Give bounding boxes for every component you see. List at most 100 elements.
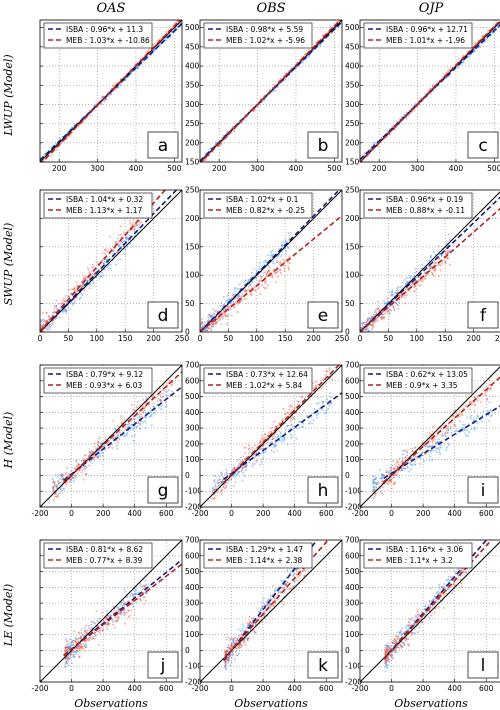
data-point-isba: [218, 475, 221, 478]
x-tick-label: 400: [129, 164, 144, 173]
data-point-isba: [295, 437, 298, 440]
data-point-meb: [80, 643, 83, 646]
data-point-meb: [127, 616, 130, 619]
data-point-meb: [206, 329, 209, 332]
data-point-meb: [204, 329, 207, 332]
data-point-meb: [248, 444, 250, 447]
data-point-isba: [291, 435, 294, 438]
data-point-meb: [441, 262, 443, 265]
data-point-meb: [43, 158, 46, 161]
data-point-isba: [241, 479, 244, 482]
axes-frame: [39, 19, 183, 163]
legend-box: [43, 192, 153, 219]
data-point-meb: [274, 272, 277, 274]
y-tick-label: 350: [185, 81, 200, 90]
y-tick-label: 150: [185, 158, 200, 167]
data-point-meb: [283, 260, 286, 263]
meb-fit-line: [200, 215, 342, 332]
data-point-meb: [443, 434, 446, 437]
data-point-meb: [102, 455, 105, 457]
data-point-isba: [126, 433, 128, 436]
data-point-meb: [388, 312, 391, 314]
data-point-isba: [474, 427, 477, 430]
data-point-isba: [115, 439, 118, 442]
data-point-isba: [262, 456, 265, 459]
data-point-isba: [476, 414, 479, 417]
data-point-meb: [396, 466, 399, 468]
data-point-isba: [478, 43, 481, 46]
data-point-meb: [434, 442, 437, 445]
panel-letter-frame: [147, 131, 179, 159]
data-point-meb: [81, 466, 84, 469]
x-tick-label: 0: [38, 334, 43, 343]
data-point-isba: [227, 314, 230, 317]
data-point-isba: [123, 588, 126, 591]
data-point-isba: [319, 43, 322, 46]
data-point-isba: [124, 434, 127, 437]
data-point-isba: [470, 414, 473, 417]
data-point-meb: [361, 322, 363, 325]
data-point-meb: [243, 291, 246, 293]
isba-fit-line: [200, 190, 341, 332]
data-point-meb: [271, 275, 274, 277]
data-point-isba: [284, 428, 287, 431]
data-point-meb: [244, 465, 247, 468]
data-point-meb: [373, 489, 376, 491]
data-point-isba: [428, 459, 431, 461]
data-point-isba: [440, 254, 443, 257]
data-point-meb: [100, 443, 103, 446]
data-point-meb: [55, 304, 58, 307]
data-point-isba: [460, 63, 462, 66]
data-point-meb: [83, 454, 86, 456]
x-tick-label: 150: [438, 334, 453, 343]
data-point-meb: [63, 299, 66, 302]
data-point-isba: [317, 412, 320, 414]
data-point-meb: [367, 317, 370, 320]
data-point-meb: [52, 499, 55, 502]
data-point-isba: [103, 100, 106, 103]
data-point-meb: [67, 656, 69, 659]
data-point-isba: [432, 259, 435, 262]
x-tick-label: 0: [358, 334, 363, 343]
data-point-isba: [383, 303, 386, 305]
data-point-meb: [68, 295, 70, 298]
x-tick-label: 300: [250, 164, 265, 173]
data-point-meb: [440, 434, 443, 437]
data-point-isba: [284, 431, 287, 434]
data-point-isba: [240, 456, 242, 459]
axes-frame: [199, 19, 343, 163]
data-point-meb: [434, 269, 437, 272]
data-point-isba: [415, 270, 418, 273]
x-tick-label: 400: [449, 164, 464, 173]
data-point-meb: [58, 492, 61, 495]
data-point-meb: [148, 48, 151, 51]
data-point-meb: [213, 489, 216, 492]
data-point-isba: [64, 295, 67, 297]
data-point-isba: [383, 300, 385, 303]
data-point-meb: [129, 222, 132, 225]
data-point-isba: [98, 617, 101, 620]
data-point-meb: [388, 473, 391, 476]
data-point-meb: [88, 451, 91, 454]
data-point-meb: [57, 480, 60, 483]
data-point-meb: [94, 455, 96, 458]
legend-label-isba: ISBA : 1.02*x + 0.1: [226, 195, 299, 204]
data-point-isba: [258, 448, 261, 451]
x-axis-label-obs: Observations: [234, 697, 308, 710]
data-point-isba: [378, 468, 381, 471]
data-point-isba: [65, 638, 67, 641]
data-point-isba: [258, 261, 261, 264]
data-point-isba: [88, 627, 91, 630]
data-point-isba: [271, 256, 273, 258]
column-title-ojp: OJP: [419, 1, 444, 16]
panel-letter: h: [318, 481, 329, 501]
data-point-meb: [205, 333, 207, 335]
data-point-isba: [382, 475, 385, 478]
data-point-meb: [428, 444, 430, 447]
x-tick-label: 100: [410, 334, 425, 343]
data-point-isba: [139, 583, 142, 585]
data-point-meb: [484, 392, 487, 395]
data-point-meb: [484, 394, 487, 396]
data-point-isba: [243, 475, 246, 477]
data-point-meb: [425, 274, 427, 277]
